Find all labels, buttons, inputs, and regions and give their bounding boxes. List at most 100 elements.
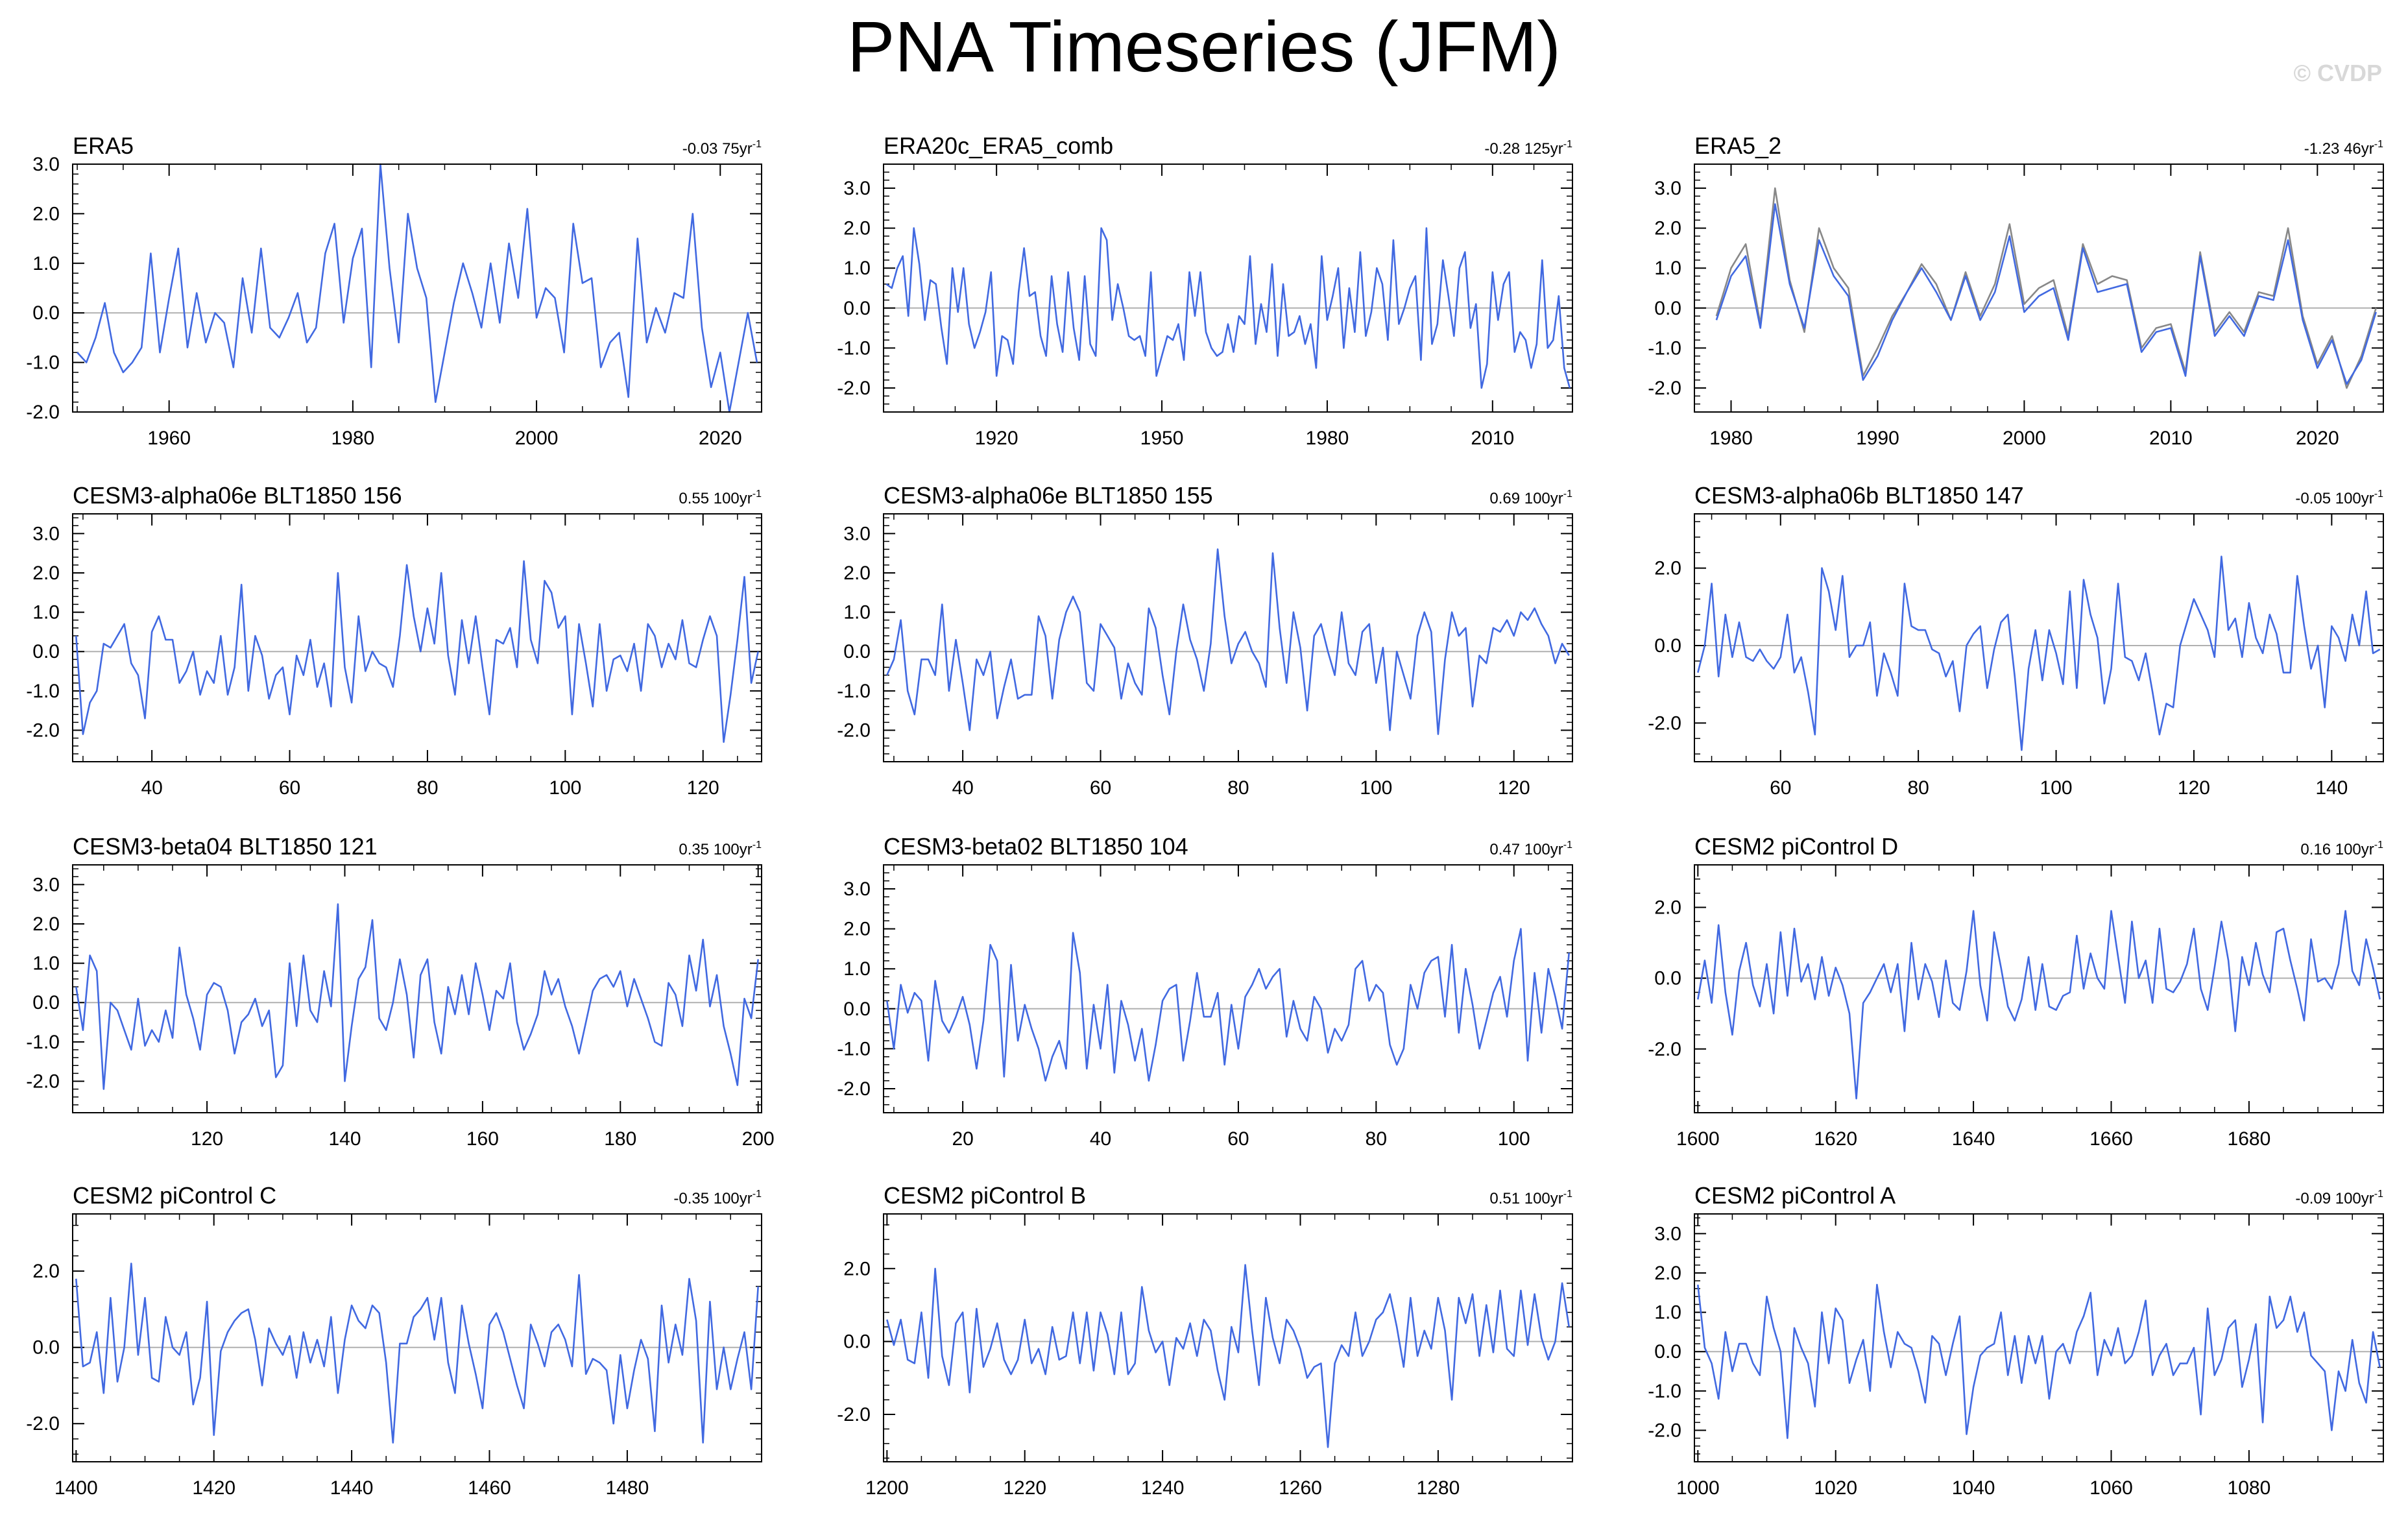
x-tick-label: 160 [466,1128,499,1150]
plot-area: CESM2 piControl A -0.09 100yr-1 -2.0 -1.0 0.… [1648,1182,2384,1499]
y-tick-label: 0.0 [32,641,60,662]
y-tick-label: 2.0 [1654,558,1681,579]
panel-label: CESM2 piControl B [884,1182,1086,1209]
trend-superscript: -1 [2374,139,2383,150]
y-tick-label: 0.0 [1654,968,1681,989]
y-tick-label: 3.0 [843,878,871,900]
plot-area: CESM3-alpha06b BLT1850 147 -0.05 100yr-1-… [1648,482,2384,799]
panel-label: CESM2 piControl A [1694,1182,1896,1209]
x-tick-label: 1950 [1140,428,1184,449]
x-tick-label: 80 [1907,777,1929,799]
panel-era20c-era5-comb: ERA20c_ERA5_comb -0.28 125yr-1 -2.0 -1.0 0.0… [812,115,1611,470]
x-tick-label: 120 [2178,777,2210,799]
panel-cesm3-alpha06e-155: CESM3-alpha06e BLT1850 155 0.69 100yr-1 -2… [812,465,1611,820]
y-tick-label: 1.0 [1654,258,1681,279]
y-tick-label: -2.0 [837,1078,871,1100]
y-tick-label: 0.0 [843,1331,871,1353]
x-tick-label: 1460 [468,1477,511,1499]
y-tick-label: 2.0 [843,1258,871,1279]
panel-cesm3-alpha06e-156: CESM3-alpha06e BLT1850 156 0.55 100yr-1 -2… [1,465,801,820]
panel-label: ERA5_2 [1694,132,1781,159]
y-tick-label: -1.0 [26,1032,60,1053]
x-tick-label: 1980 [1709,428,1753,449]
panel-cesm2-picontrol-d: CESM2 piControl D 0.16 100yr-1 -2.0 0.0 2.0 1… [1623,816,2408,1171]
panel-cesm3-beta02-104: CESM3-beta02 BLT1850 104 0.47 100yr-1 -2.0… [812,816,1611,1171]
y-tick-label: 2.0 [1654,897,1681,918]
y-tick-label: 0.0 [1654,298,1681,319]
x-tick-label: 2020 [2296,428,2339,449]
trend-superscript: -1 [752,489,762,500]
y-tick-label: 3.0 [843,178,871,199]
panel-trend: -0.35 100yr-1 [673,1189,762,1207]
x-tick-label: 60 [1770,777,1791,799]
x-tick-label: 100 [1498,1128,1530,1150]
panel-trend: 0.16 100yr-1 [2300,840,2383,858]
panel-era5: ERA5 -0.03 75yr-1 -2.0 -1.0 0.0 1.0 2.0 3.0 1960… [1,115,801,470]
x-tick-label: 1640 [1952,1128,1995,1150]
panel-svg: CESM2 piControl D 0.16 100yr-1 -2.0 0.0 2.0 1… [1648,833,2384,1150]
trend-superscript: -1 [752,139,762,150]
x-tick-label: 1200 [865,1477,909,1499]
panel-label: CESM2 piControl C [73,1182,276,1209]
panel-era5-2: ERA5_2 -1.23 46yr-1 -2.0 -1.0 0.0 1.0 2.0 3.0 19… [1623,115,2408,470]
x-tick-label: 2020 [699,428,742,449]
y-tick-label: 1.0 [32,253,60,274]
plot-area: ERA20c_ERA5_comb -0.28 125yr-1 -2.0 -1.0 0.0… [837,132,1573,449]
panel-svg: ERA5 -0.03 75yr-1 -2.0 -1.0 0.0 1.0 2.0 3.0 1960… [26,132,762,449]
y-tick-label: -2.0 [26,402,60,423]
panel-label: ERA20c_ERA5_comb [884,132,1113,159]
series-line [886,1264,1570,1448]
y-tick-label: 3.0 [32,523,60,544]
y-tick-label: 2.0 [32,563,60,584]
y-tick-label: -2.0 [837,1404,871,1425]
y-tick-label: 3.0 [1654,1223,1681,1244]
x-tick-label: 2010 [2149,428,2193,449]
trend-superscript: -1 [1563,139,1572,150]
panel-trend: -0.05 100yr-1 [2295,489,2383,507]
plot-frame [883,864,1573,1113]
series-line [1697,1283,2381,1439]
plot-area: CESM3-beta04 BLT1850 121 0.35 100yr-1 -2.0… [26,833,774,1150]
x-tick-label: 40 [1090,1128,1111,1150]
panel-svg: CESM3-beta02 BLT1850 104 0.47 100yr-1 -2.0… [837,833,1573,1150]
panel-trend: 0.47 100yr-1 [1489,840,1572,858]
series-line [75,903,759,1090]
trend-superscript: -1 [2374,489,2383,500]
x-tick-label: 1990 [1856,428,1899,449]
series-line [885,227,1571,389]
panel-trend: 0.35 100yr-1 [679,840,762,858]
plot-area: CESM3-beta02 BLT1850 104 0.47 100yr-1 -2.0… [837,833,1573,1150]
x-tick-label: 1080 [2228,1477,2271,1499]
y-tick-label: 2.0 [32,914,60,935]
series-line [77,163,758,413]
x-tick-label: 60 [1227,1128,1249,1150]
y-tick-label: 2.0 [32,1261,60,1282]
x-tick-label: 1960 [147,428,191,449]
panel-svg: ERA20c_ERA5_comb -0.28 125yr-1 -2.0 -1.0 0.0… [837,132,1573,449]
x-tick-label: 1280 [1417,1477,1460,1499]
y-tick-label: 2.0 [843,218,871,239]
x-tick-label: 120 [687,777,719,799]
x-tick-label: 120 [191,1128,223,1150]
series-line [1697,910,2381,1100]
panel-trend: -0.09 100yr-1 [2295,1189,2383,1207]
x-tick-label: 100 [549,777,581,799]
y-tick-label: -2.0 [1648,1039,1681,1060]
y-tick-label: -2.0 [1648,712,1681,734]
trend-superscript: -1 [1563,840,1572,851]
x-tick-label: 1420 [192,1477,235,1499]
y-tick-label: 3.0 [843,523,871,544]
x-tick-label: 20 [952,1128,973,1150]
x-tick-label: 1020 [1814,1477,1857,1499]
panel-svg: CESM3-alpha06e BLT1850 155 0.69 100yr-1 -2… [837,482,1573,799]
chart-title: PNA Timeseries (JFM) [847,7,1561,87]
y-tick-label: -1.0 [26,681,60,702]
y-tick-label: 2.0 [1654,218,1681,239]
plot-frame [72,164,762,413]
x-tick-label: 80 [1227,777,1249,799]
panel-svg: CESM3-beta04 BLT1850 121 0.35 100yr-1 -2.0… [26,833,774,1150]
series-line [1715,187,2377,389]
plot-frame [883,513,1573,762]
series-line [886,928,1570,1082]
series-line [886,548,1570,735]
